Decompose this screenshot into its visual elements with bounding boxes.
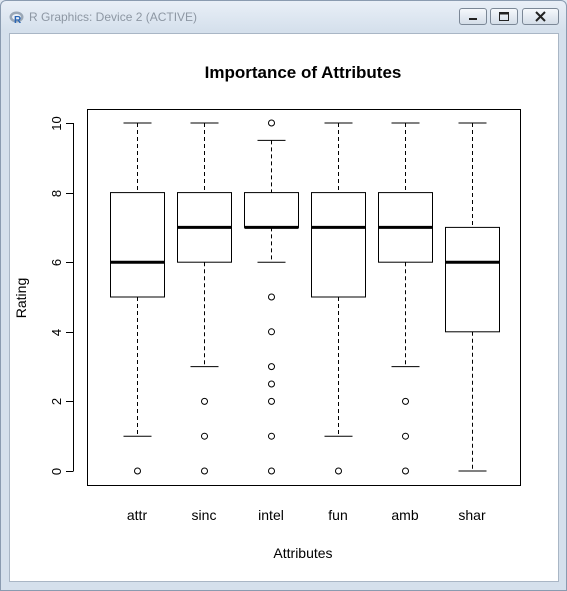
x-tick-label: fun — [328, 507, 347, 523]
r-logo-icon: R — [9, 11, 24, 25]
outlier-point — [201, 467, 208, 475]
outlier-point — [335, 467, 342, 475]
outlier-point — [268, 432, 275, 440]
outlier-point — [268, 119, 275, 127]
x-tick-label: attr — [127, 507, 148, 523]
box-iqr — [445, 226, 500, 333]
plot-area: Importance of Attributes Attributes Rati… — [9, 33, 559, 582]
x-tick-label: shar — [458, 507, 486, 523]
outlier-point — [201, 397, 208, 405]
box-intel — [244, 119, 299, 475]
box-shar — [445, 122, 500, 472]
minimize-button[interactable] — [459, 8, 487, 25]
maximize-button[interactable] — [490, 8, 518, 25]
close-icon — [535, 11, 546, 22]
boxplot-chart: Importance of Attributes Attributes Rati… — [13, 63, 521, 561]
y-tick-label: 8 — [49, 190, 64, 197]
x-tick-label: intel — [258, 507, 284, 523]
window-title: R Graphics: Device 2 (ACTIVE) — [29, 10, 198, 24]
maximize-icon — [499, 12, 509, 21]
outlier-point — [268, 363, 275, 371]
outlier-point — [402, 467, 409, 475]
y-axis: 0 2 4 6 8 10 — [49, 116, 74, 475]
outlier-point — [402, 432, 409, 440]
box-iqr — [110, 192, 165, 298]
y-tick-label: 0 — [49, 468, 64, 475]
box-attr — [110, 122, 165, 475]
x-axis-label: Attributes — [273, 545, 332, 561]
boxes — [110, 119, 500, 475]
svg-text:R: R — [14, 15, 22, 25]
box-fun — [311, 122, 366, 475]
box-amb — [378, 122, 433, 475]
outlier-point — [402, 397, 409, 405]
box-sinc — [177, 122, 232, 475]
y-tick-label: 4 — [49, 329, 64, 336]
outlier-point — [201, 432, 208, 440]
y-tick-label: 6 — [49, 259, 64, 266]
minimize-icon — [469, 18, 477, 20]
box-iqr — [244, 192, 299, 228]
chart-title: Importance of Attributes — [205, 63, 402, 82]
box-iqr — [311, 192, 366, 298]
y-tick-label: 2 — [49, 398, 64, 405]
outlier-point — [134, 467, 141, 475]
title-bar[interactable]: R R Graphics: Device 2 (ACTIVE) — [1, 1, 566, 33]
plot-frame — [87, 109, 521, 486]
close-button[interactable] — [522, 8, 559, 25]
y-axis-label: Rating — [13, 278, 29, 318]
x-tick-label: sinc — [192, 507, 217, 523]
x-tick-label: amb — [391, 507, 418, 523]
x-axis: attr sinc intel fun amb shar — [127, 507, 486, 523]
outlier-point — [268, 467, 275, 475]
outlier-point — [268, 397, 275, 405]
outlier-point — [268, 293, 275, 301]
outlier-point — [268, 328, 275, 336]
y-tick-label: 10 — [49, 116, 64, 130]
outlier-point — [268, 380, 275, 388]
